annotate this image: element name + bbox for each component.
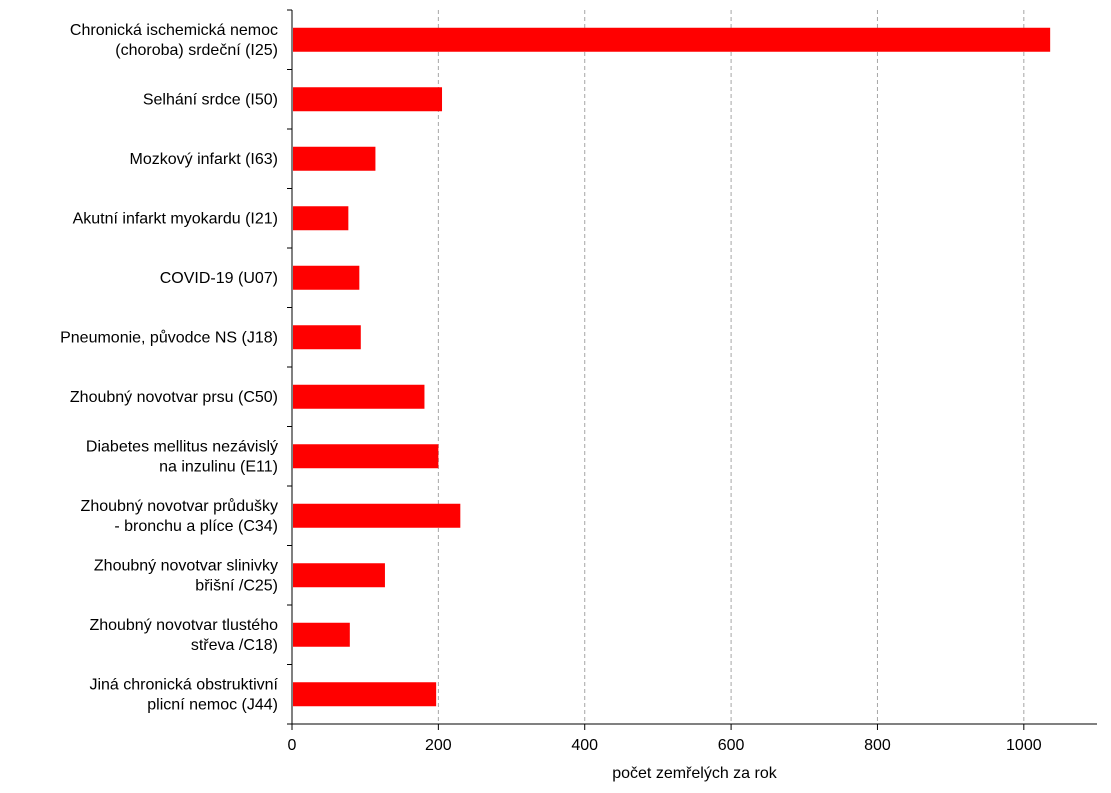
x-tick-label: 0 [288, 737, 297, 754]
category-label-line: plicní nemoc (J44) [147, 696, 278, 713]
bar [293, 206, 349, 231]
bar [293, 563, 385, 588]
category-label: Zhoubný novotvar tlustého střeva /C18) [89, 617, 278, 654]
bar [293, 27, 1051, 52]
category-label-line: Selhání srdce (I50) [143, 91, 278, 108]
category-label-line: Zhoubný novotvar slinivky [94, 557, 278, 574]
x-tick-label: 1000 [1006, 737, 1042, 754]
category-label: Pneumonie, původce NS (J18) [60, 328, 278, 346]
bar [293, 682, 437, 707]
category-label: Zhoubný novotvar slinivky břišní /C25) [94, 557, 278, 594]
category-label-line: Pneumonie, původce NS (J18) [60, 328, 278, 346]
category-label-line: (choroba) srdeční (I25) [115, 42, 278, 59]
category-label-line: COVID-19 (U07) [160, 270, 278, 287]
category-label-line: Zhoubný novotvar prsu (C50) [70, 389, 278, 406]
category-label-line: - bronchu a plíce (C34) [114, 518, 278, 535]
category-label-line: Chronická ischemická nemoc [70, 22, 278, 39]
bar [293, 146, 376, 171]
bar [293, 384, 425, 409]
bar [293, 265, 360, 290]
bars [293, 27, 1051, 707]
x-tick-label: 400 [571, 737, 598, 754]
category-label: Zhoubný novotvar prsu (C50) [70, 389, 278, 406]
category-label-line: Zhoubný novotvar průdušky [81, 497, 278, 515]
bar [293, 444, 439, 469]
category-label: Diabetes mellitus nezávislý na inzulinu (… [86, 438, 278, 475]
category-label: Akutní infarkt myokardu (I21) [73, 210, 278, 227]
bar [293, 325, 361, 350]
category-label-line: Jiná chronická obstruktivní [89, 676, 278, 693]
x-tick-labels: 0 200 400 600 800 1000 [288, 737, 1042, 754]
category-label-line: Zhoubný novotvar tlustého [89, 617, 278, 634]
x-tick-label: 200 [425, 737, 452, 754]
bar [293, 503, 461, 528]
axes [287, 9, 1097, 730]
category-label: Selhání srdce (I50) [143, 91, 278, 108]
category-label: Jiná chronická obstruktivní plicní nemoc … [89, 676, 278, 713]
category-label: Chronická ischemická nemoc (choroba) srde… [70, 22, 278, 59]
category-label-line: Mozkový infarkt (I63) [130, 151, 278, 168]
bar [293, 622, 350, 647]
grid-lines [437, 10, 1025, 724]
category-label-line: Akutní infarkt myokardu (I21) [73, 210, 278, 227]
category-label-line: střeva /C18) [191, 637, 278, 654]
bar [293, 87, 443, 112]
x-tick-label: 600 [718, 737, 745, 754]
x-tick-label: 800 [864, 737, 891, 754]
category-labels: Chronická ischemická nemoc (choroba) srde… [60, 22, 278, 714]
category-label: COVID-19 (U07) [160, 270, 278, 287]
category-label-line: na inzulinu (E11) [159, 458, 278, 475]
category-label: Mozkový infarkt (I63) [130, 151, 278, 168]
category-label: Zhoubný novotvar průdušky - bronchu a plí… [81, 497, 278, 535]
category-label-line: Diabetes mellitus nezávislý [86, 438, 278, 455]
x-axis-title: počet zemřelých za rok [612, 765, 778, 782]
category-label-line: břišní /C25) [195, 577, 278, 594]
